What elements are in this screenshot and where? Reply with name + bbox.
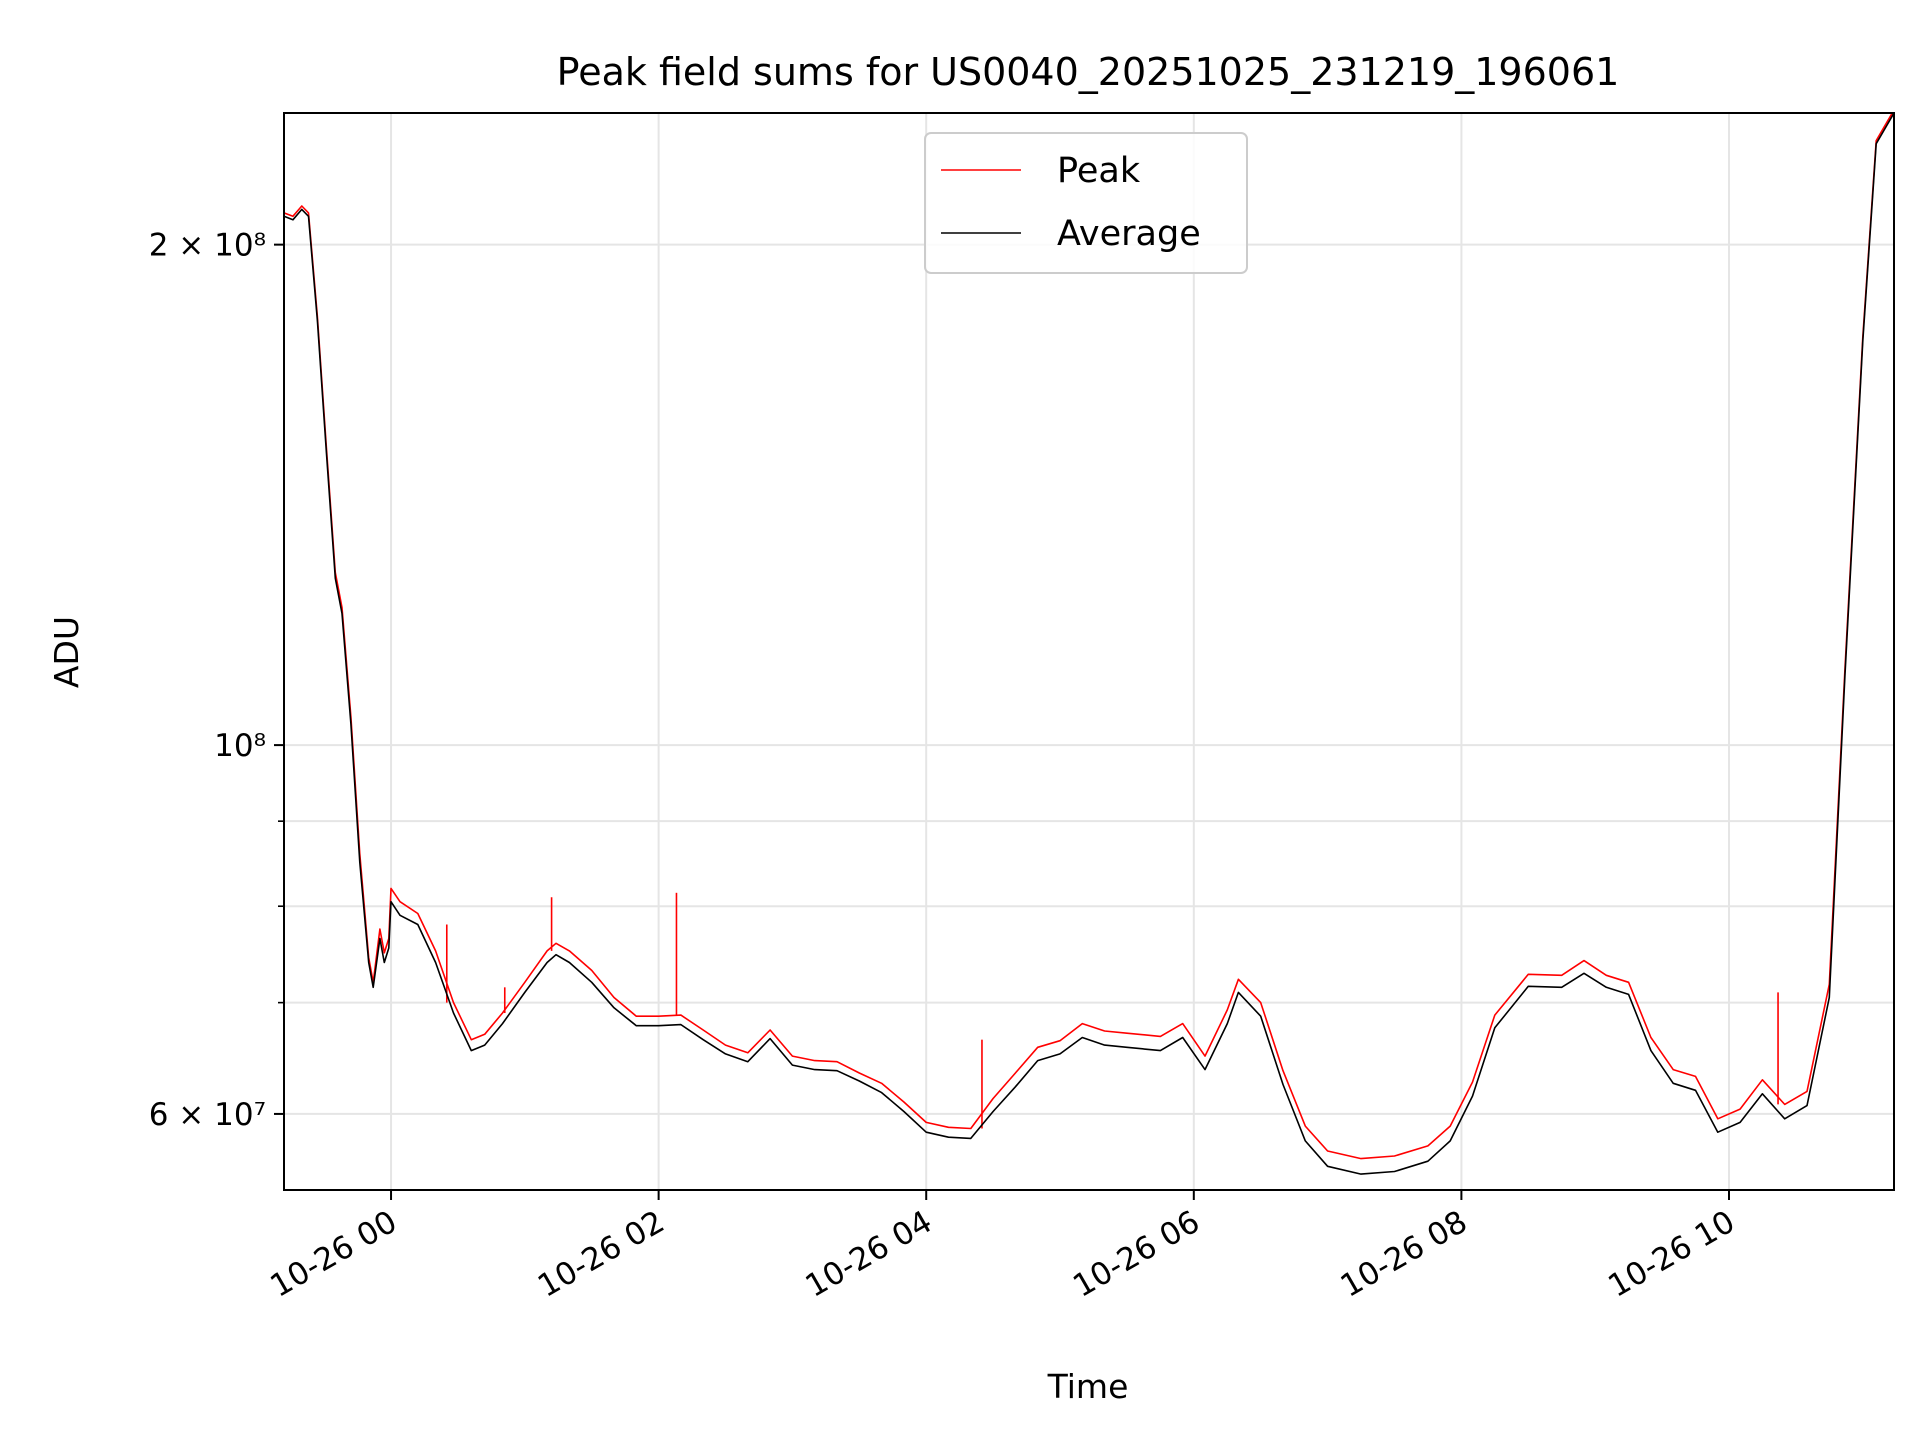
- x-axis-label: Time: [1047, 1367, 1129, 1406]
- gridlines: [284, 113, 1894, 1190]
- y-tick-label: 2 × 10⁸: [149, 228, 266, 264]
- chart-title: Peak field sums for US0040_20251025_2312…: [557, 50, 1620, 94]
- series-layer: [284, 113, 1894, 1175]
- legend-label-peak: Peak: [1057, 151, 1141, 191]
- legend: Peak Average: [924, 132, 1248, 274]
- legend-label-average: Average: [1057, 214, 1201, 254]
- plot-frame: [283, 112, 1895, 1191]
- legend-box: [924, 132, 1248, 274]
- y-axis-label: ADU: [47, 616, 86, 688]
- series-line-average: [284, 113, 1894, 1175]
- y-tick-label: 6 × 10⁷: [149, 1097, 266, 1133]
- y-tick-label: 10⁸: [214, 728, 266, 764]
